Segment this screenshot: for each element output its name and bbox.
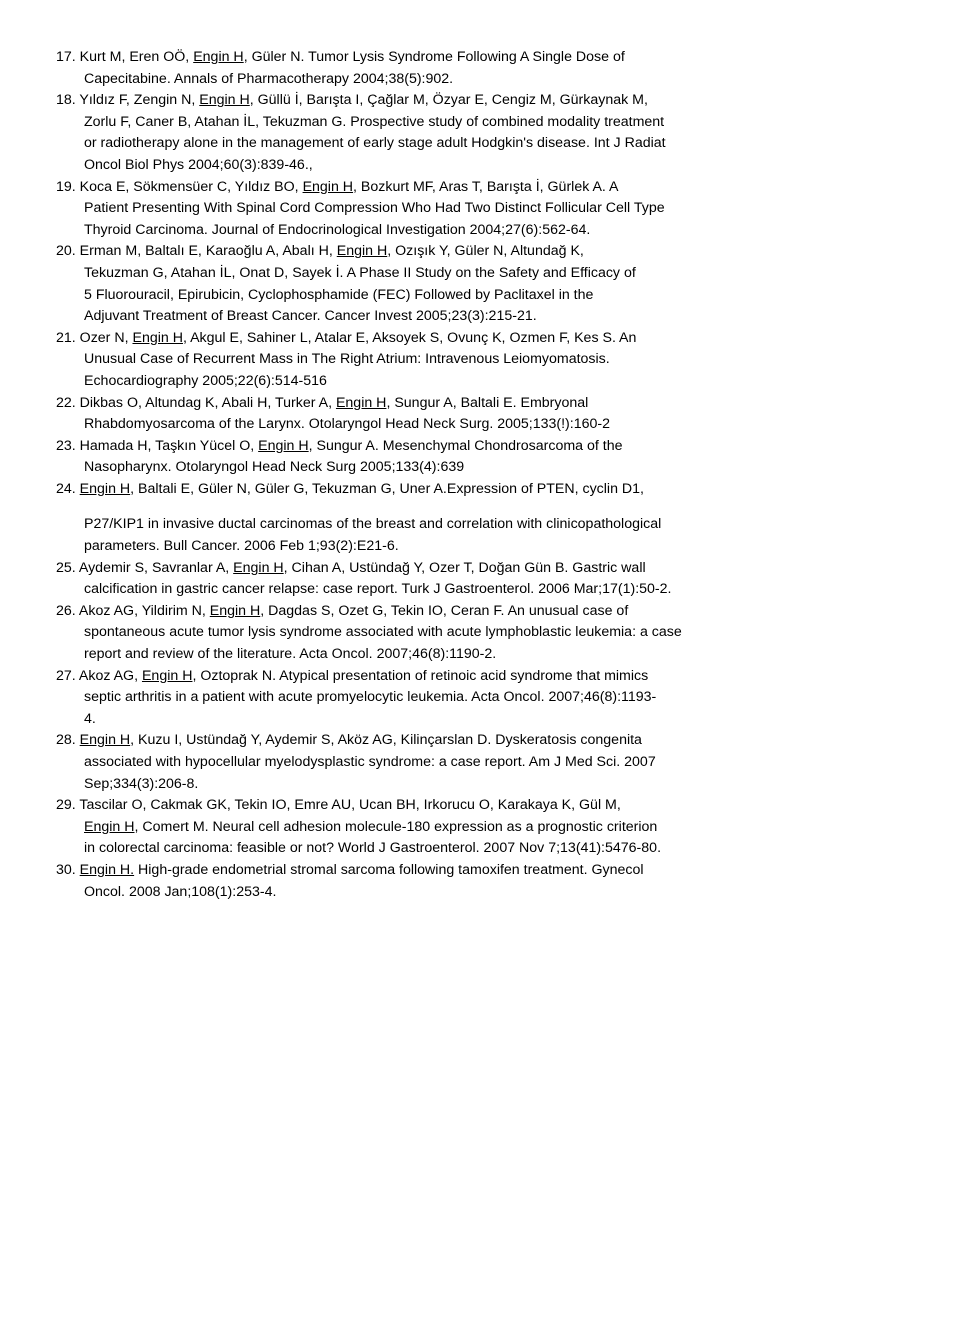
reference-first-line: 18. Yıldız F, Zengin N, Engin H, Güllü İ… xyxy=(56,91,904,111)
reference-continuation: calcification in gastric cancer relapse:… xyxy=(56,580,904,600)
reference-first-line: 29. Tascilar O, Cakmak GK, Tekin IO, Emr… xyxy=(56,796,904,816)
reference-first-line: 23. Hamada H, Taşkın Yücel O, Engin H, S… xyxy=(56,437,904,457)
reference-continuation: Adjuvant Treatment of Breast Cancer. Can… xyxy=(56,307,904,327)
reference-continuation: 4. xyxy=(56,710,904,730)
reference-continuation: Echocardiography 2005;22(6):514-516 xyxy=(56,372,904,392)
reference-continuation: Sep;334(3):206-8. xyxy=(56,775,904,795)
reference-continuation: parameters. Bull Cancer. 2006 Feb 1;93(2… xyxy=(56,537,904,557)
reference-continuation: Thyroid Carcinoma. Journal of Endocrinol… xyxy=(56,221,904,241)
reference-continuation: Rhabdomyosarcoma of the Larynx. Otolaryn… xyxy=(56,415,904,435)
reference-first-line: 17. Kurt M, Eren OÖ, Engin H, Güler N. T… xyxy=(56,48,904,68)
reference-first-line: 24. Engin H, Baltali E, Güler N, Güler G… xyxy=(56,480,904,500)
reference-first-line: 25. Aydemir S, Savranlar A, Engin H, Cih… xyxy=(56,559,904,579)
reference-continuation: associated with hypocellular myelodyspla… xyxy=(56,753,904,773)
reference-continuation: septic arthritis in a patient with acute… xyxy=(56,688,904,708)
reference-continuation: P27/KIP1 in invasive ductal carcinomas o… xyxy=(56,515,904,535)
reference-continuation: Unusual Case of Recurrent Mass in The Ri… xyxy=(56,350,904,370)
reference-continuation: report and review of the literature. Act… xyxy=(56,645,904,665)
reference-continuation: or radiotherapy alone in the management … xyxy=(56,134,904,154)
reference-continuation: Oncol. 2008 Jan;108(1):253-4. xyxy=(56,883,904,903)
reference-continuation: Zorlu F, Caner B, Atahan İL, Tekuzman G.… xyxy=(56,113,904,133)
reference-first-line: 30. Engin H. High-grade endometrial stro… xyxy=(56,861,904,881)
reference-first-line: 28. Engin H, Kuzu I, Ustündağ Y, Aydemir… xyxy=(56,731,904,751)
reference-first-line: 27. Akoz AG, Engin H, Oztoprak N. Atypic… xyxy=(56,667,904,687)
reference-continuation: Oncol Biol Phys 2004;60(3):839-46., xyxy=(56,156,904,176)
reference-first-line: 20. Erman M, Baltalı E, Karaoğlu A, Abal… xyxy=(56,242,904,262)
reference-continuation: Capecitabine. Annals of Pharmacotherapy … xyxy=(56,70,904,90)
reference-first-line: 21. Ozer N, Engin H, Akgul E, Sahiner L,… xyxy=(56,329,904,349)
reference-continuation: Nasopharynx. Otolaryngol Head Neck Surg … xyxy=(56,458,904,478)
reference-continuation: Tekuzman G, Atahan İL, Onat D, Sayek İ. … xyxy=(56,264,904,284)
reference-continuation: Patient Presenting With Spinal Cord Comp… xyxy=(56,199,904,219)
reference-first-line: 22. Dikbas O, Altundag K, Abali H, Turke… xyxy=(56,394,904,414)
reference-continuation: Engin H, Comert M. Neural cell adhesion … xyxy=(56,818,904,838)
reference-continuation: 5 Fluorouracil, Epirubicin, Cyclophospha… xyxy=(56,286,904,306)
blank-line xyxy=(56,501,904,515)
references-list: 17. Kurt M, Eren OÖ, Engin H, Güler N. T… xyxy=(56,48,904,902)
reference-continuation: spontaneous acute tumor lysis syndrome a… xyxy=(56,623,904,643)
reference-first-line: 19. Koca E, Sökmensüer C, Yıldız BO, Eng… xyxy=(56,178,904,198)
reference-first-line: 26. Akoz AG, Yildirim N, Engin H, Dagdas… xyxy=(56,602,904,622)
reference-continuation: in colorectal carcinoma: feasible or not… xyxy=(56,839,904,859)
